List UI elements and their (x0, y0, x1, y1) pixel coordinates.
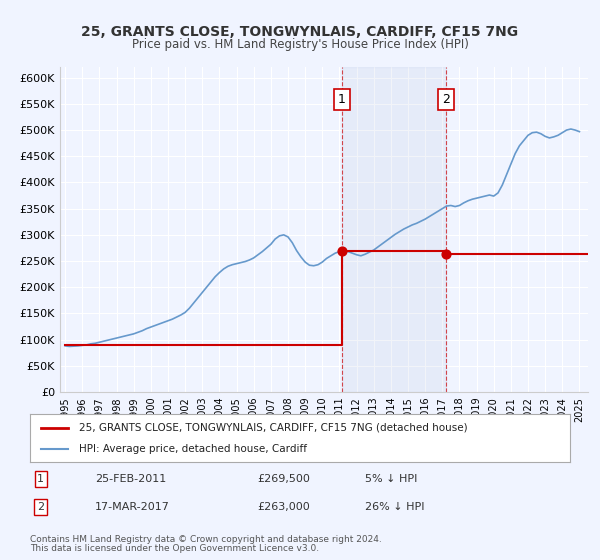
Text: 1: 1 (338, 93, 346, 106)
Point (441, 250, 451, 259)
Bar (342, 67, 446, 392)
Text: This data is licensed under the Open Government Licence v3.0.: This data is licensed under the Open Gov… (30, 544, 319, 553)
Text: £269,500: £269,500 (257, 474, 310, 484)
Text: 1: 1 (37, 474, 44, 484)
Text: 25-FEB-2011: 25-FEB-2011 (95, 474, 166, 484)
Point (337, 246, 347, 255)
Text: 25, GRANTS CLOSE, TONGWYNLAIS, CARDIFF, CF15 7NG (detached house): 25, GRANTS CLOSE, TONGWYNLAIS, CARDIFF, … (79, 423, 467, 433)
Text: 2: 2 (37, 502, 44, 512)
Text: 26% ↓ HPI: 26% ↓ HPI (365, 502, 424, 512)
Text: 25, GRANTS CLOSE, TONGWYNLAIS, CARDIFF, CF15 7NG: 25, GRANTS CLOSE, TONGWYNLAIS, CARDIFF, … (82, 25, 518, 39)
Text: 2: 2 (442, 93, 450, 106)
Text: 5% ↓ HPI: 5% ↓ HPI (365, 474, 417, 484)
Text: Price paid vs. HM Land Registry's House Price Index (HPI): Price paid vs. HM Land Registry's House … (131, 38, 469, 51)
Text: HPI: Average price, detached house, Cardiff: HPI: Average price, detached house, Card… (79, 444, 307, 454)
Text: 17-MAR-2017: 17-MAR-2017 (95, 502, 170, 512)
Text: Contains HM Land Registry data © Crown copyright and database right 2024.: Contains HM Land Registry data © Crown c… (30, 535, 382, 544)
Text: £263,000: £263,000 (257, 502, 310, 512)
